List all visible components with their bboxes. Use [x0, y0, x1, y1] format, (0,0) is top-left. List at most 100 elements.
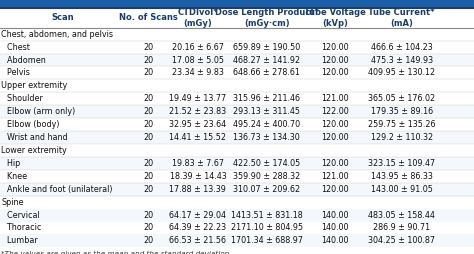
Text: Upper extremity: Upper extremity — [1, 81, 68, 90]
Text: 1701.34 ± 688.97: 1701.34 ± 688.97 — [231, 236, 302, 245]
Text: 659.89 ± 190.50: 659.89 ± 190.50 — [233, 43, 300, 52]
Text: 20: 20 — [143, 159, 153, 168]
Bar — [0, 41, 474, 54]
Bar — [0, 105, 474, 118]
Text: 179.35 ± 89.16: 179.35 ± 89.16 — [371, 107, 433, 116]
Text: Wrist and hand: Wrist and hand — [2, 133, 68, 142]
Text: 120.00: 120.00 — [321, 56, 349, 65]
Text: 365.05 ± 176.02: 365.05 ± 176.02 — [368, 94, 435, 103]
Text: 310.07 ± 209.62: 310.07 ± 209.62 — [233, 185, 300, 194]
Text: 120.00: 120.00 — [321, 185, 349, 194]
Text: Cervical: Cervical — [2, 211, 40, 219]
Text: 140.00: 140.00 — [321, 211, 349, 219]
Text: Tube Voltage
(kVp): Tube Voltage (kVp) — [304, 8, 366, 28]
Text: 20.16 ± 6.67: 20.16 ± 6.67 — [172, 43, 224, 52]
Text: 19.49 ± 13.77: 19.49 ± 13.77 — [169, 94, 227, 103]
Text: 20: 20 — [143, 133, 153, 142]
Text: 20: 20 — [143, 68, 153, 77]
Text: Dose Length Product*
(mGy·cm): Dose Length Product* (mGy·cm) — [215, 8, 319, 28]
Text: Pelvis: Pelvis — [2, 68, 30, 77]
Text: 359.90 ± 288.32: 359.90 ± 288.32 — [233, 172, 300, 181]
Text: 475.3 ± 149.93: 475.3 ± 149.93 — [371, 56, 433, 65]
Text: *The values are given as the mean and the standard deviation.: *The values are given as the mean and th… — [1, 250, 232, 254]
Text: 315.96 ± 211.46: 315.96 ± 211.46 — [233, 94, 300, 103]
Text: 120.00: 120.00 — [321, 120, 349, 129]
Text: 468.27 ± 141.92: 468.27 ± 141.92 — [233, 56, 300, 65]
Text: 143.95 ± 86.33: 143.95 ± 86.33 — [371, 172, 433, 181]
Text: 466.6 ± 104.23: 466.6 ± 104.23 — [371, 43, 433, 52]
Text: 2171.10 ± 804.95: 2171.10 ± 804.95 — [230, 224, 303, 232]
Text: Lumbar: Lumbar — [2, 236, 38, 245]
Text: 32.95 ± 23.64: 32.95 ± 23.64 — [169, 120, 227, 129]
Bar — [0, 221, 474, 234]
Text: 23.34 ± 9.83: 23.34 ± 9.83 — [172, 68, 224, 77]
Bar — [0, 157, 474, 170]
Text: Chest: Chest — [2, 43, 30, 52]
Text: 409.95 ± 130.12: 409.95 ± 130.12 — [368, 68, 435, 77]
Text: 14.41 ± 15.52: 14.41 ± 15.52 — [169, 133, 227, 142]
Text: 20: 20 — [143, 172, 153, 181]
Bar — [0, 8, 474, 28]
Text: 293.13 ± 311.45: 293.13 ± 311.45 — [233, 107, 300, 116]
Text: 122.00: 122.00 — [321, 107, 349, 116]
Bar — [0, 54, 474, 67]
Bar — [0, 183, 474, 196]
Text: 120.00: 120.00 — [321, 43, 349, 52]
Text: 19.83 ± 7.67: 19.83 ± 7.67 — [172, 159, 224, 168]
Text: 286.9 ± 90.71: 286.9 ± 90.71 — [373, 224, 430, 232]
Text: Shoulder: Shoulder — [2, 94, 43, 103]
Text: 20: 20 — [143, 120, 153, 129]
Text: 140.00: 140.00 — [321, 224, 349, 232]
Text: 140.00: 140.00 — [321, 236, 349, 245]
Text: 20: 20 — [143, 236, 153, 245]
Text: 648.66 ± 278.61: 648.66 ± 278.61 — [233, 68, 300, 77]
Text: Ankle and foot (unilateral): Ankle and foot (unilateral) — [2, 185, 113, 194]
Text: 17.88 ± 13.39: 17.88 ± 13.39 — [170, 185, 226, 194]
Text: 20: 20 — [143, 43, 153, 52]
Bar — [0, 209, 474, 221]
Bar — [0, 234, 474, 247]
Text: 483.05 ± 158.44: 483.05 ± 158.44 — [368, 211, 435, 219]
Text: CTDIvol*
(mGy): CTDIvol* (mGy) — [178, 8, 218, 28]
Text: 20: 20 — [143, 56, 153, 65]
Text: 20: 20 — [143, 224, 153, 232]
Text: 121.00: 121.00 — [321, 172, 349, 181]
Text: Abdomen: Abdomen — [2, 56, 46, 65]
Bar — [0, 0, 474, 8]
Text: 21.52 ± 23.83: 21.52 ± 23.83 — [169, 107, 227, 116]
Text: 20: 20 — [143, 211, 153, 219]
Text: 66.53 ± 21.56: 66.53 ± 21.56 — [169, 236, 227, 245]
Text: 304.25 ± 100.87: 304.25 ± 100.87 — [368, 236, 435, 245]
Text: 120.00: 120.00 — [321, 159, 349, 168]
Text: No. of Scans: No. of Scans — [119, 13, 177, 22]
Text: 20: 20 — [143, 107, 153, 116]
Text: 259.75 ± 135.26: 259.75 ± 135.26 — [368, 120, 436, 129]
Text: 17.08 ± 5.05: 17.08 ± 5.05 — [172, 56, 224, 65]
Text: 495.24 ± 400.70: 495.24 ± 400.70 — [233, 120, 300, 129]
Text: 136.73 ± 134.30: 136.73 ± 134.30 — [233, 133, 300, 142]
Text: Chest, abdomen, and pelvis: Chest, abdomen, and pelvis — [1, 30, 113, 39]
Text: 121.00: 121.00 — [321, 94, 349, 103]
Text: 422.50 ± 174.05: 422.50 ± 174.05 — [233, 159, 300, 168]
Text: 120.00: 120.00 — [321, 68, 349, 77]
Bar — [0, 92, 474, 105]
Text: Tube Current*
(mA): Tube Current* (mA) — [368, 8, 435, 28]
Text: Spine: Spine — [1, 198, 24, 207]
Text: Hip: Hip — [2, 159, 21, 168]
Bar — [0, 118, 474, 131]
Text: Elbow (arm only): Elbow (arm only) — [2, 107, 76, 116]
Bar — [0, 67, 474, 80]
Text: Elbow (body): Elbow (body) — [2, 120, 60, 129]
Text: Scan: Scan — [52, 13, 74, 22]
Text: 143.00 ± 91.05: 143.00 ± 91.05 — [371, 185, 433, 194]
Text: 129.2 ± 110.32: 129.2 ± 110.32 — [371, 133, 433, 142]
Text: Thoracic: Thoracic — [2, 224, 42, 232]
Text: 20: 20 — [143, 185, 153, 194]
Bar — [0, 170, 474, 183]
Text: 20: 20 — [143, 94, 153, 103]
Text: 64.39 ± 22.23: 64.39 ± 22.23 — [169, 224, 227, 232]
Text: 120.00: 120.00 — [321, 133, 349, 142]
Text: Knee: Knee — [2, 172, 27, 181]
Text: 64.17 ± 29.04: 64.17 ± 29.04 — [169, 211, 227, 219]
Text: Lower extremity: Lower extremity — [1, 146, 67, 155]
